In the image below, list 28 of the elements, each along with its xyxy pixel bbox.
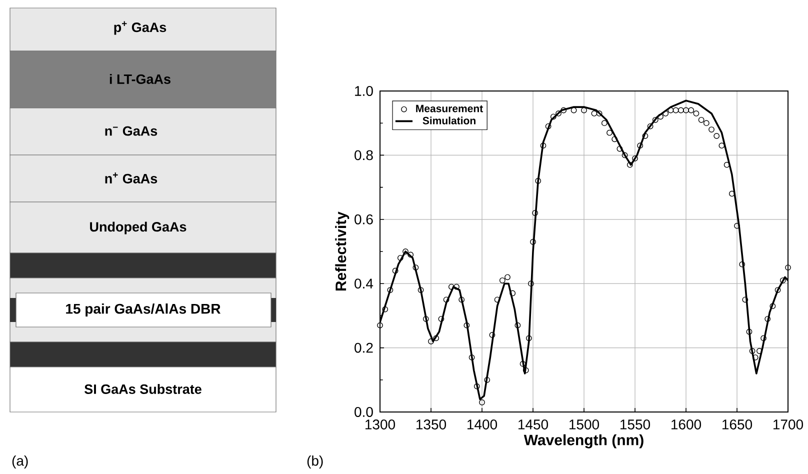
y-tick-label: 0.8 <box>354 150 373 160</box>
text: n$^{−}$ GaAs <box>105 126 158 136</box>
text: p$^{+}$ GaAs <box>114 21 166 35</box>
x-tick-label: 1600 <box>672 420 702 430</box>
legend-label: Measurement <box>416 104 483 112</box>
x-tick-label: 1400 <box>468 420 498 430</box>
text: i LT-GaAs <box>110 74 170 84</box>
y-tick-label: 1.0 <box>355 86 373 96</box>
x-tick-label: 1700 <box>774 420 804 430</box>
x-tick-label: 1500 <box>570 420 600 430</box>
text: n$^{+}$ GaAs <box>105 172 158 184</box>
text: (b) <box>307 455 323 469</box>
y-tick-label: 0.0 <box>354 407 373 417</box>
x-tick-label: 1300 <box>366 420 396 430</box>
text: SI GaAs Substrate <box>84 384 202 394</box>
y-axis-title: Reflectivity <box>335 212 350 291</box>
x-tick-label: 1350 <box>416 420 446 430</box>
text: (a) <box>12 455 28 469</box>
x-tick-label: 1550 <box>620 420 650 430</box>
x-tick-label: 1650 <box>722 420 752 430</box>
legend-label: Simulation <box>422 116 476 124</box>
x-axis-title: Wavelength (nm) <box>524 434 644 448</box>
x-tick-label: 1450 <box>518 420 548 430</box>
text: Undoped GaAs <box>90 222 186 234</box>
y-tick-label: 0.6 <box>354 214 373 224</box>
y-tick-label: 0.2 <box>354 342 373 353</box>
text: 15 pair GaAs/AlAs DBR <box>66 303 221 317</box>
y-tick-label: 0.4 <box>354 278 374 289</box>
